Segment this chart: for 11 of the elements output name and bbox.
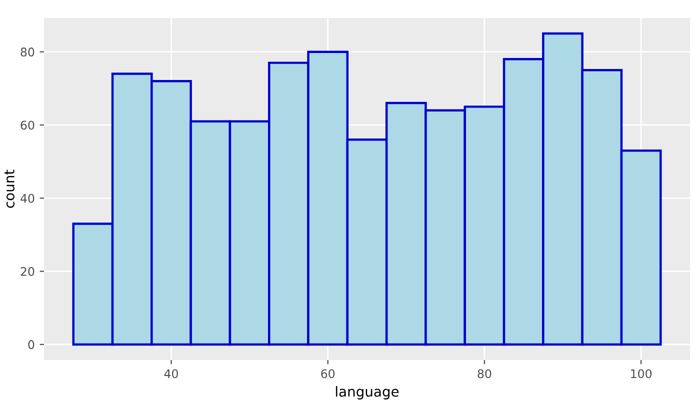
y-tick-label: 60 [20, 120, 34, 130]
x-axis-title: language [336, 386, 399, 400]
y-axis-title: count [4, 170, 14, 208]
y-tick-label: 20 [20, 267, 34, 276]
y-tick-label: 80 [20, 48, 34, 56]
x-tick-label: 100 [631, 369, 652, 378]
x-tick-label: 40 [164, 369, 178, 378]
y-tick-label: 40 [20, 194, 34, 203]
x-tick-label: 60 [321, 369, 335, 378]
x-tick-label: 80 [478, 369, 492, 378]
y-tick-label: 0 [28, 340, 34, 350]
